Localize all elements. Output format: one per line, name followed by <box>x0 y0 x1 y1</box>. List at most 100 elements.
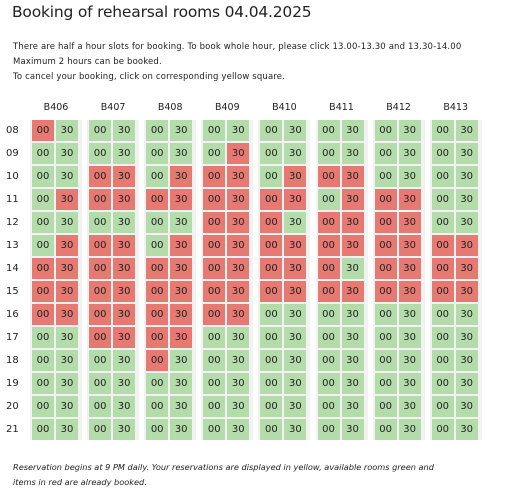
slot-b408-2130[interactable]: 30 <box>170 419 193 440</box>
slot-b407-2030[interactable]: 30 <box>113 396 136 417</box>
slot-b413-1600[interactable]: 00 <box>431 304 454 325</box>
slot-b410-2000[interactable]: 00 <box>260 396 283 417</box>
slot-b409-0800[interactable]: 00 <box>203 120 226 141</box>
slot-b408-2000[interactable]: 00 <box>146 396 169 417</box>
slot-b406-1800[interactable]: 00 <box>32 350 54 371</box>
slot-b408-2100[interactable]: 00 <box>146 419 169 440</box>
slot-b407-1900[interactable]: 00 <box>89 373 112 394</box>
slot-b408-1930[interactable]: 30 <box>170 373 193 394</box>
slot-b413-2030[interactable]: 30 <box>455 396 478 417</box>
slot-b410-1800[interactable]: 00 <box>260 350 283 371</box>
slot-b406-1200[interactable]: 00 <box>32 212 54 233</box>
slot-b412-0930[interactable]: 30 <box>398 143 421 164</box>
slot-b409-1800[interactable]: 00 <box>203 350 226 371</box>
slot-b410-2030[interactable]: 30 <box>284 396 307 417</box>
slot-b412-1030[interactable]: 30 <box>398 166 421 187</box>
slot-b413-1200[interactable]: 00 <box>431 212 454 233</box>
slot-b408-1000[interactable]: 00 <box>146 166 169 187</box>
slot-b407-1930[interactable]: 30 <box>113 373 136 394</box>
slot-b411-1430[interactable]: 30 <box>341 258 364 279</box>
slot-b408-1200[interactable]: 00 <box>146 212 169 233</box>
slot-b409-0900[interactable]: 00 <box>203 143 226 164</box>
slot-b411-1630[interactable]: 30 <box>341 304 364 325</box>
slot-b412-1900[interactable]: 00 <box>374 373 397 394</box>
slot-b407-2130[interactable]: 30 <box>113 419 136 440</box>
slot-b406-0930[interactable]: 30 <box>56 143 78 164</box>
slot-b411-0930[interactable]: 30 <box>341 143 364 164</box>
slot-b409-2000[interactable]: 00 <box>203 396 226 417</box>
slot-b412-0800[interactable]: 00 <box>374 120 397 141</box>
slot-b409-1700[interactable]: 00 <box>203 327 226 348</box>
slot-b409-2030[interactable]: 30 <box>227 396 250 417</box>
slot-b406-0900[interactable]: 00 <box>32 143 54 164</box>
slot-b413-1700[interactable]: 00 <box>431 327 454 348</box>
slot-b410-0830[interactable]: 30 <box>284 120 307 141</box>
slot-b413-0830[interactable]: 30 <box>455 120 478 141</box>
slot-b411-1830[interactable]: 30 <box>341 350 364 371</box>
slot-b406-2130[interactable]: 30 <box>56 419 78 440</box>
slot-b410-1900[interactable]: 00 <box>260 373 283 394</box>
slot-b410-1930[interactable]: 30 <box>284 373 307 394</box>
slot-b406-0830[interactable]: 30 <box>56 120 78 141</box>
slot-b413-1030[interactable]: 30 <box>455 166 478 187</box>
slot-b408-1830[interactable]: 30 <box>170 350 193 371</box>
slot-b409-1830[interactable]: 30 <box>227 350 250 371</box>
slot-b407-2000[interactable]: 00 <box>89 396 112 417</box>
slot-b406-2000[interactable]: 00 <box>32 396 54 417</box>
slot-b413-2130[interactable]: 30 <box>455 419 478 440</box>
slot-b412-1000[interactable]: 00 <box>374 166 397 187</box>
slot-b406-1030[interactable]: 30 <box>56 166 78 187</box>
slot-b411-1900[interactable]: 00 <box>317 373 340 394</box>
slot-b413-1830[interactable]: 30 <box>455 350 478 371</box>
slot-b413-1900[interactable]: 00 <box>431 373 454 394</box>
slot-b408-1300[interactable]: 00 <box>146 235 169 256</box>
slot-b406-1830[interactable]: 30 <box>56 350 78 371</box>
slot-b406-1700[interactable]: 00 <box>32 327 54 348</box>
slot-b412-1930[interactable]: 30 <box>398 373 421 394</box>
slot-b407-1830[interactable]: 30 <box>113 350 136 371</box>
slot-b411-1700[interactable]: 00 <box>317 327 340 348</box>
slot-b409-1930[interactable]: 30 <box>227 373 250 394</box>
slot-b407-0800[interactable]: 00 <box>89 120 112 141</box>
slot-b409-2130[interactable]: 30 <box>227 419 250 440</box>
slot-b413-0900[interactable]: 00 <box>431 143 454 164</box>
slot-b412-2030[interactable]: 30 <box>398 396 421 417</box>
slot-b413-0800[interactable]: 00 <box>431 120 454 141</box>
slot-b412-1830[interactable]: 30 <box>398 350 421 371</box>
slot-b410-1230[interactable]: 30 <box>284 212 307 233</box>
slot-b410-2100[interactable]: 00 <box>260 419 283 440</box>
slot-b410-1700[interactable]: 00 <box>260 327 283 348</box>
slot-b406-1000[interactable]: 00 <box>32 166 54 187</box>
slot-b411-1730[interactable]: 30 <box>341 327 364 348</box>
slot-b413-0930[interactable]: 30 <box>455 143 478 164</box>
slot-b407-0830[interactable]: 30 <box>113 120 136 141</box>
slot-b406-2100[interactable]: 00 <box>32 419 54 440</box>
slot-b412-1630[interactable]: 30 <box>398 304 421 325</box>
slot-b411-0830[interactable]: 30 <box>341 120 364 141</box>
slot-b408-0930[interactable]: 30 <box>170 143 193 164</box>
slot-b411-0800[interactable]: 00 <box>317 120 340 141</box>
slot-b407-1800[interactable]: 00 <box>89 350 112 371</box>
slot-b407-0930[interactable]: 30 <box>113 143 136 164</box>
slot-b407-0900[interactable]: 00 <box>89 143 112 164</box>
slot-b408-2030[interactable]: 30 <box>170 396 193 417</box>
slot-b406-1930[interactable]: 30 <box>56 373 78 394</box>
slot-b413-2000[interactable]: 00 <box>431 396 454 417</box>
slot-b412-2000[interactable]: 00 <box>374 396 397 417</box>
slot-b410-0900[interactable]: 00 <box>260 143 283 164</box>
slot-b412-2100[interactable]: 00 <box>374 419 397 440</box>
slot-b408-0900[interactable]: 00 <box>146 143 169 164</box>
slot-b406-1300[interactable]: 00 <box>32 235 54 256</box>
slot-b406-1100[interactable]: 00 <box>32 189 54 210</box>
slot-b410-1730[interactable]: 30 <box>284 327 307 348</box>
slot-b410-1830[interactable]: 30 <box>284 350 307 371</box>
slot-b411-2100[interactable]: 00 <box>317 419 340 440</box>
slot-b413-2100[interactable]: 00 <box>431 419 454 440</box>
slot-b410-0800[interactable]: 00 <box>260 120 283 141</box>
slot-b407-1230[interactable]: 30 <box>113 212 136 233</box>
slot-b410-0930[interactable]: 30 <box>284 143 307 164</box>
slot-b410-1600[interactable]: 00 <box>260 304 283 325</box>
slot-b409-1900[interactable]: 00 <box>203 373 226 394</box>
slot-b408-1900[interactable]: 00 <box>146 373 169 394</box>
slot-b407-2100[interactable]: 00 <box>89 419 112 440</box>
